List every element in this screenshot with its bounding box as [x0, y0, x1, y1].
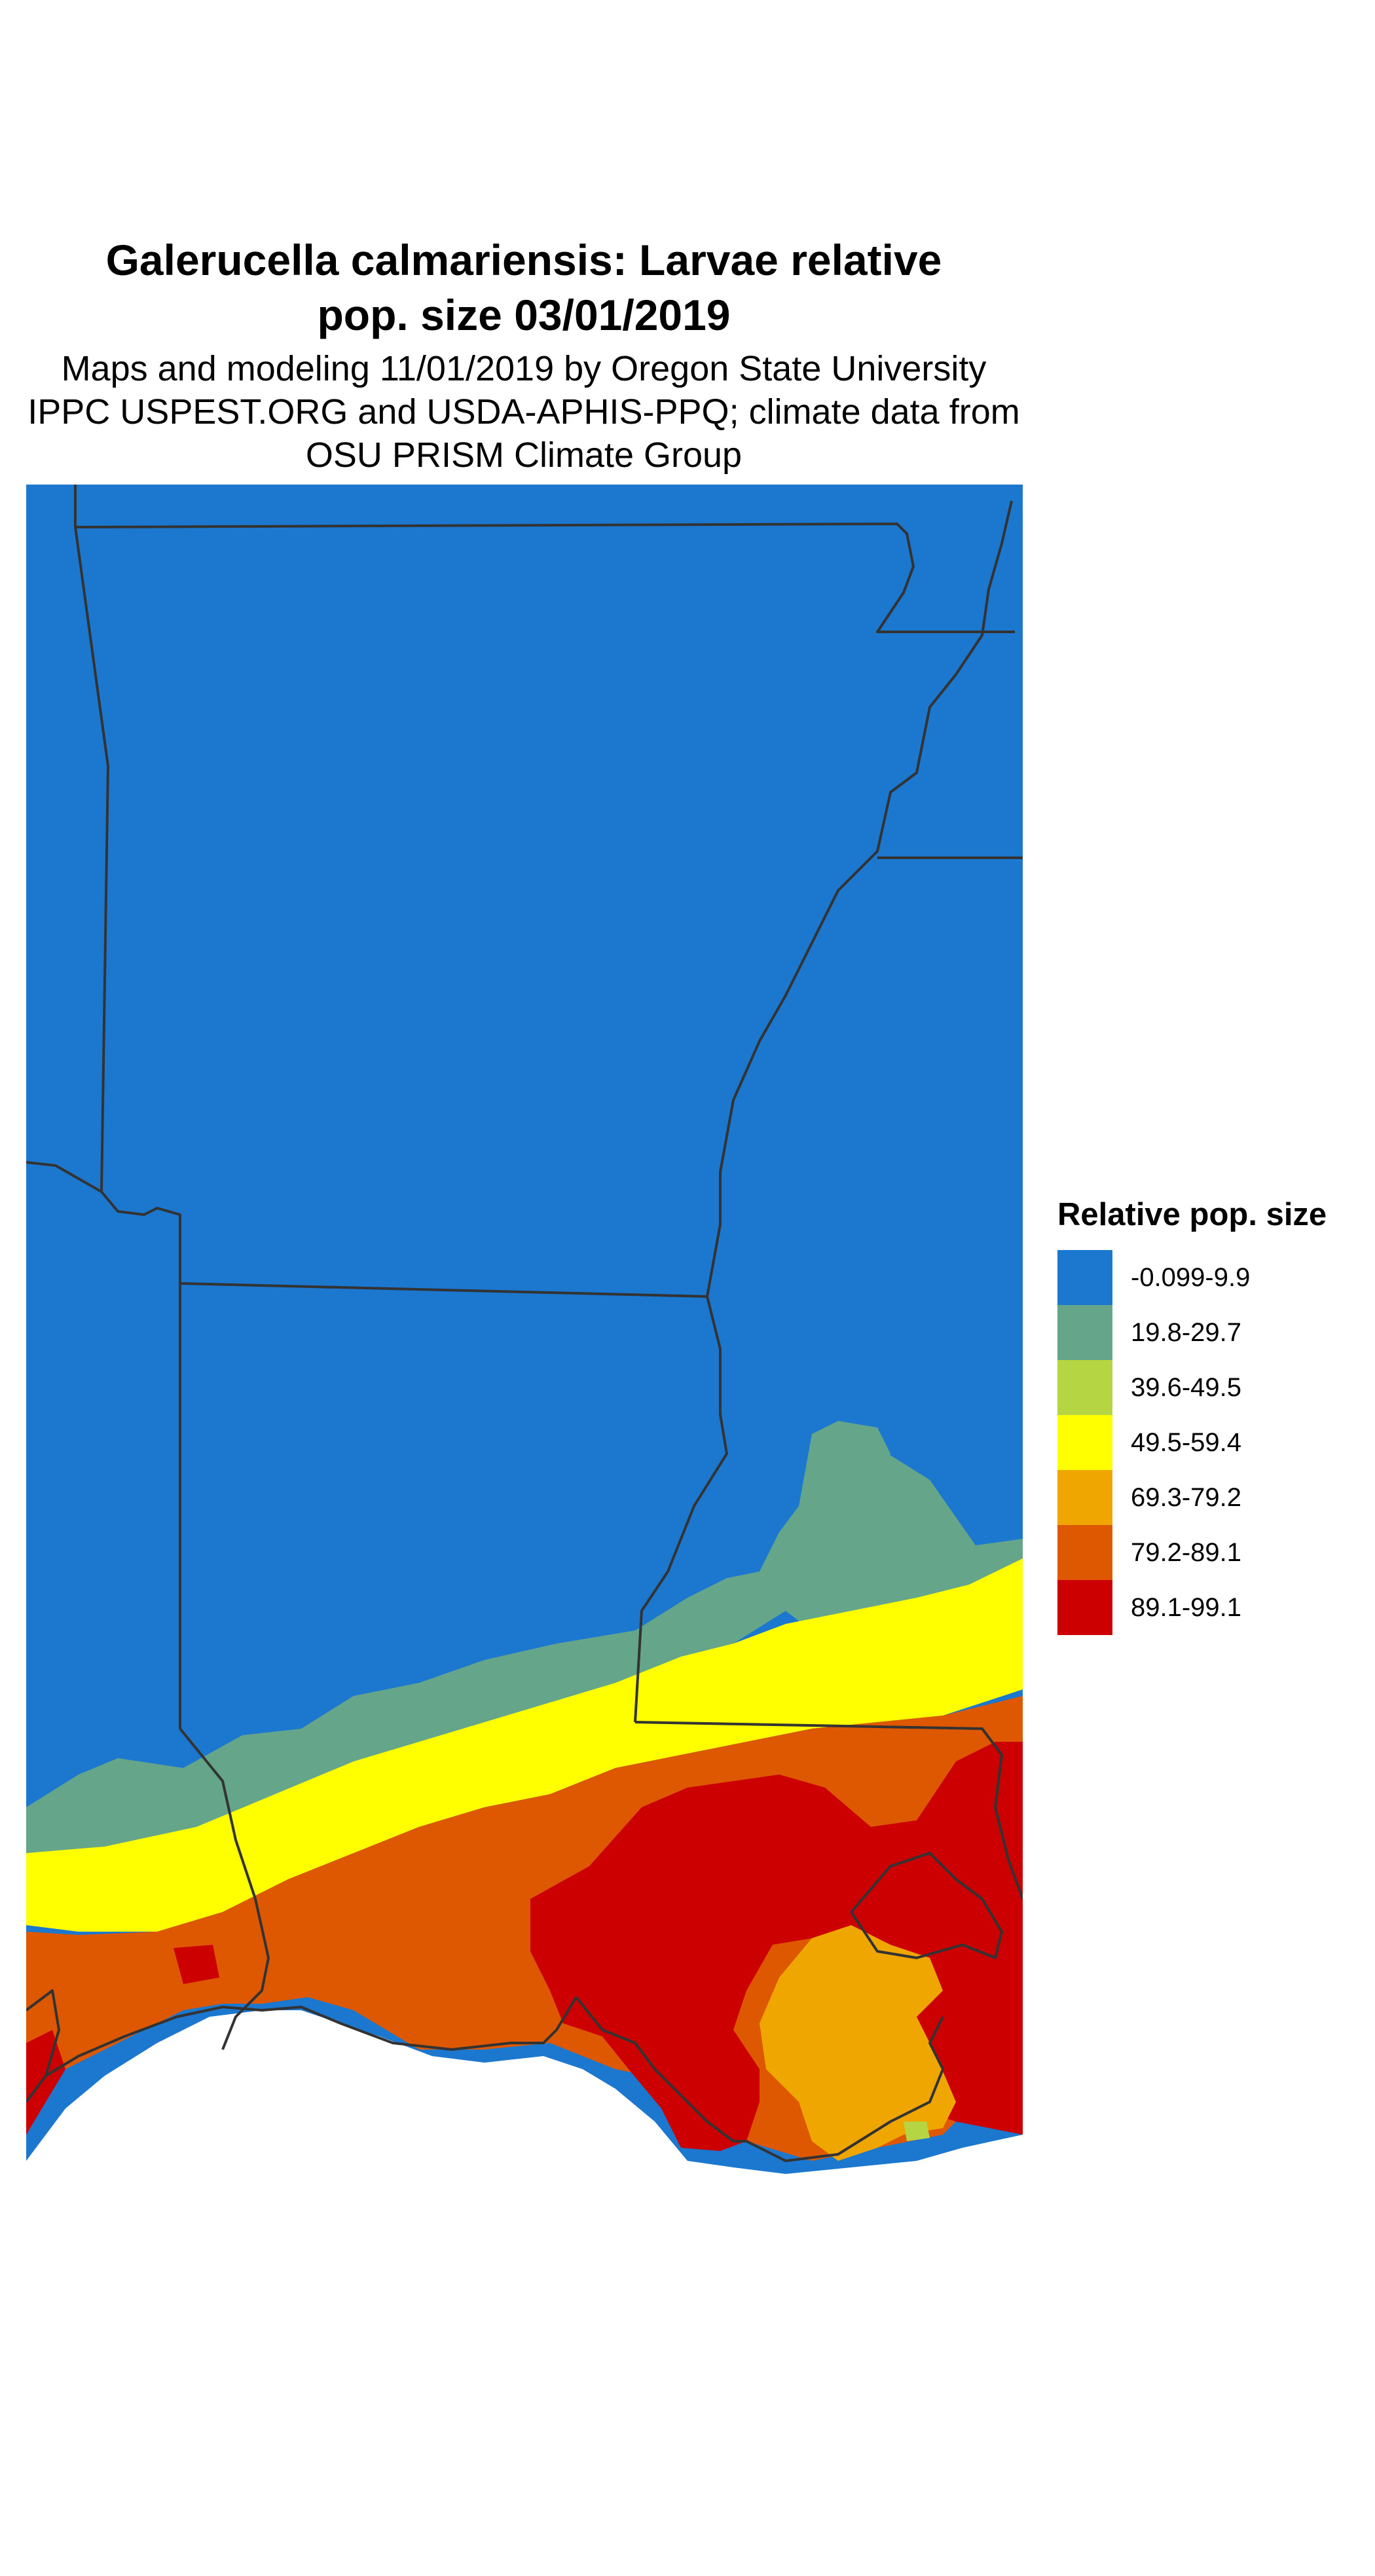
legend-item: 39.6-49.5 — [1057, 1360, 1372, 1415]
legend-item: 89.1-99.1 — [1057, 1580, 1372, 1635]
border-west-coast — [26, 1989, 60, 2103]
title-line-2: pop. size 03/01/2019 — [317, 291, 731, 339]
legend-label: 39.6-49.5 — [1131, 1372, 1242, 1402]
legend-item: 69.3-79.2 — [1057, 1470, 1372, 1525]
legend-swatch — [1057, 1305, 1112, 1360]
legend-label: 49.5-59.4 — [1131, 1427, 1242, 1457]
subtitle-line-3: OSU PRISM Climate Group — [305, 435, 742, 475]
legend-label: 79.2-89.1 — [1131, 1537, 1242, 1567]
legend-swatch — [1057, 1415, 1112, 1470]
border-west-upper — [26, 485, 109, 1193]
zone-39-49 — [904, 2122, 930, 2141]
border-mid — [179, 1282, 708, 1298]
border-north — [75, 523, 1015, 633]
legend-swatch — [1057, 1360, 1112, 1415]
zone-19-29 — [26, 1421, 890, 1899]
legend-swatch — [1057, 1470, 1112, 1525]
state-borders — [26, 485, 1023, 2162]
legend-item: 79.2-89.1 — [1057, 1525, 1372, 1580]
gulf-coast — [26, 2010, 1023, 2177]
border-mississippi — [634, 500, 1013, 1723]
title-line-1: Galerucella calmariensis: Larvae relativ… — [105, 236, 942, 284]
border-river-west — [179, 1727, 270, 2050]
border-coast-west — [45, 1996, 578, 2077]
zone-89-99-west — [26, 2030, 65, 2135]
border-coast-east — [746, 2016, 944, 2162]
subtitle-line-1: Maps and modeling 11/01/2019 by Oregon S… — [61, 349, 987, 388]
border-bay — [850, 1852, 1003, 1959]
legend: Relative pop. size -0.099-9.9 19.8-29.7 … — [1057, 1195, 1372, 1635]
map-title: Galerucella calmariensis: Larvae relativ… — [0, 232, 1048, 342]
border-south — [634, 1721, 1023, 1900]
zone-89-99-spot — [174, 1945, 219, 1984]
legend-label: 89.1-99.1 — [1131, 1592, 1242, 1622]
population-map — [26, 485, 1023, 2177]
legend-item: 19.8-29.7 — [1057, 1305, 1372, 1360]
zone-69-79 — [760, 1925, 956, 2161]
legend-item: -0.099-9.9 — [1057, 1250, 1372, 1305]
border-coast-mid — [575, 1996, 746, 2143]
legend-item: 49.5-59.4 — [1057, 1415, 1372, 1470]
map-subtitle: Maps and modeling 11/01/2019 by Oregon S… — [0, 347, 1048, 477]
legend-swatch — [1057, 1580, 1112, 1635]
legend-label: 69.3-79.2 — [1131, 1482, 1242, 1512]
legend-swatch — [1057, 1525, 1112, 1580]
legend-title: Relative pop. size — [1057, 1197, 1327, 1232]
zone-49-59 — [26, 1558, 1023, 1932]
legend-label: 19.8-29.7 — [1131, 1317, 1242, 1347]
subtitle-line-2: IPPC USPEST.ORG and USDA-APHIS-PPQ; clim… — [28, 392, 1020, 432]
legend-label: -0.099-9.9 — [1131, 1262, 1251, 1292]
legend-swatch — [1057, 1250, 1112, 1305]
